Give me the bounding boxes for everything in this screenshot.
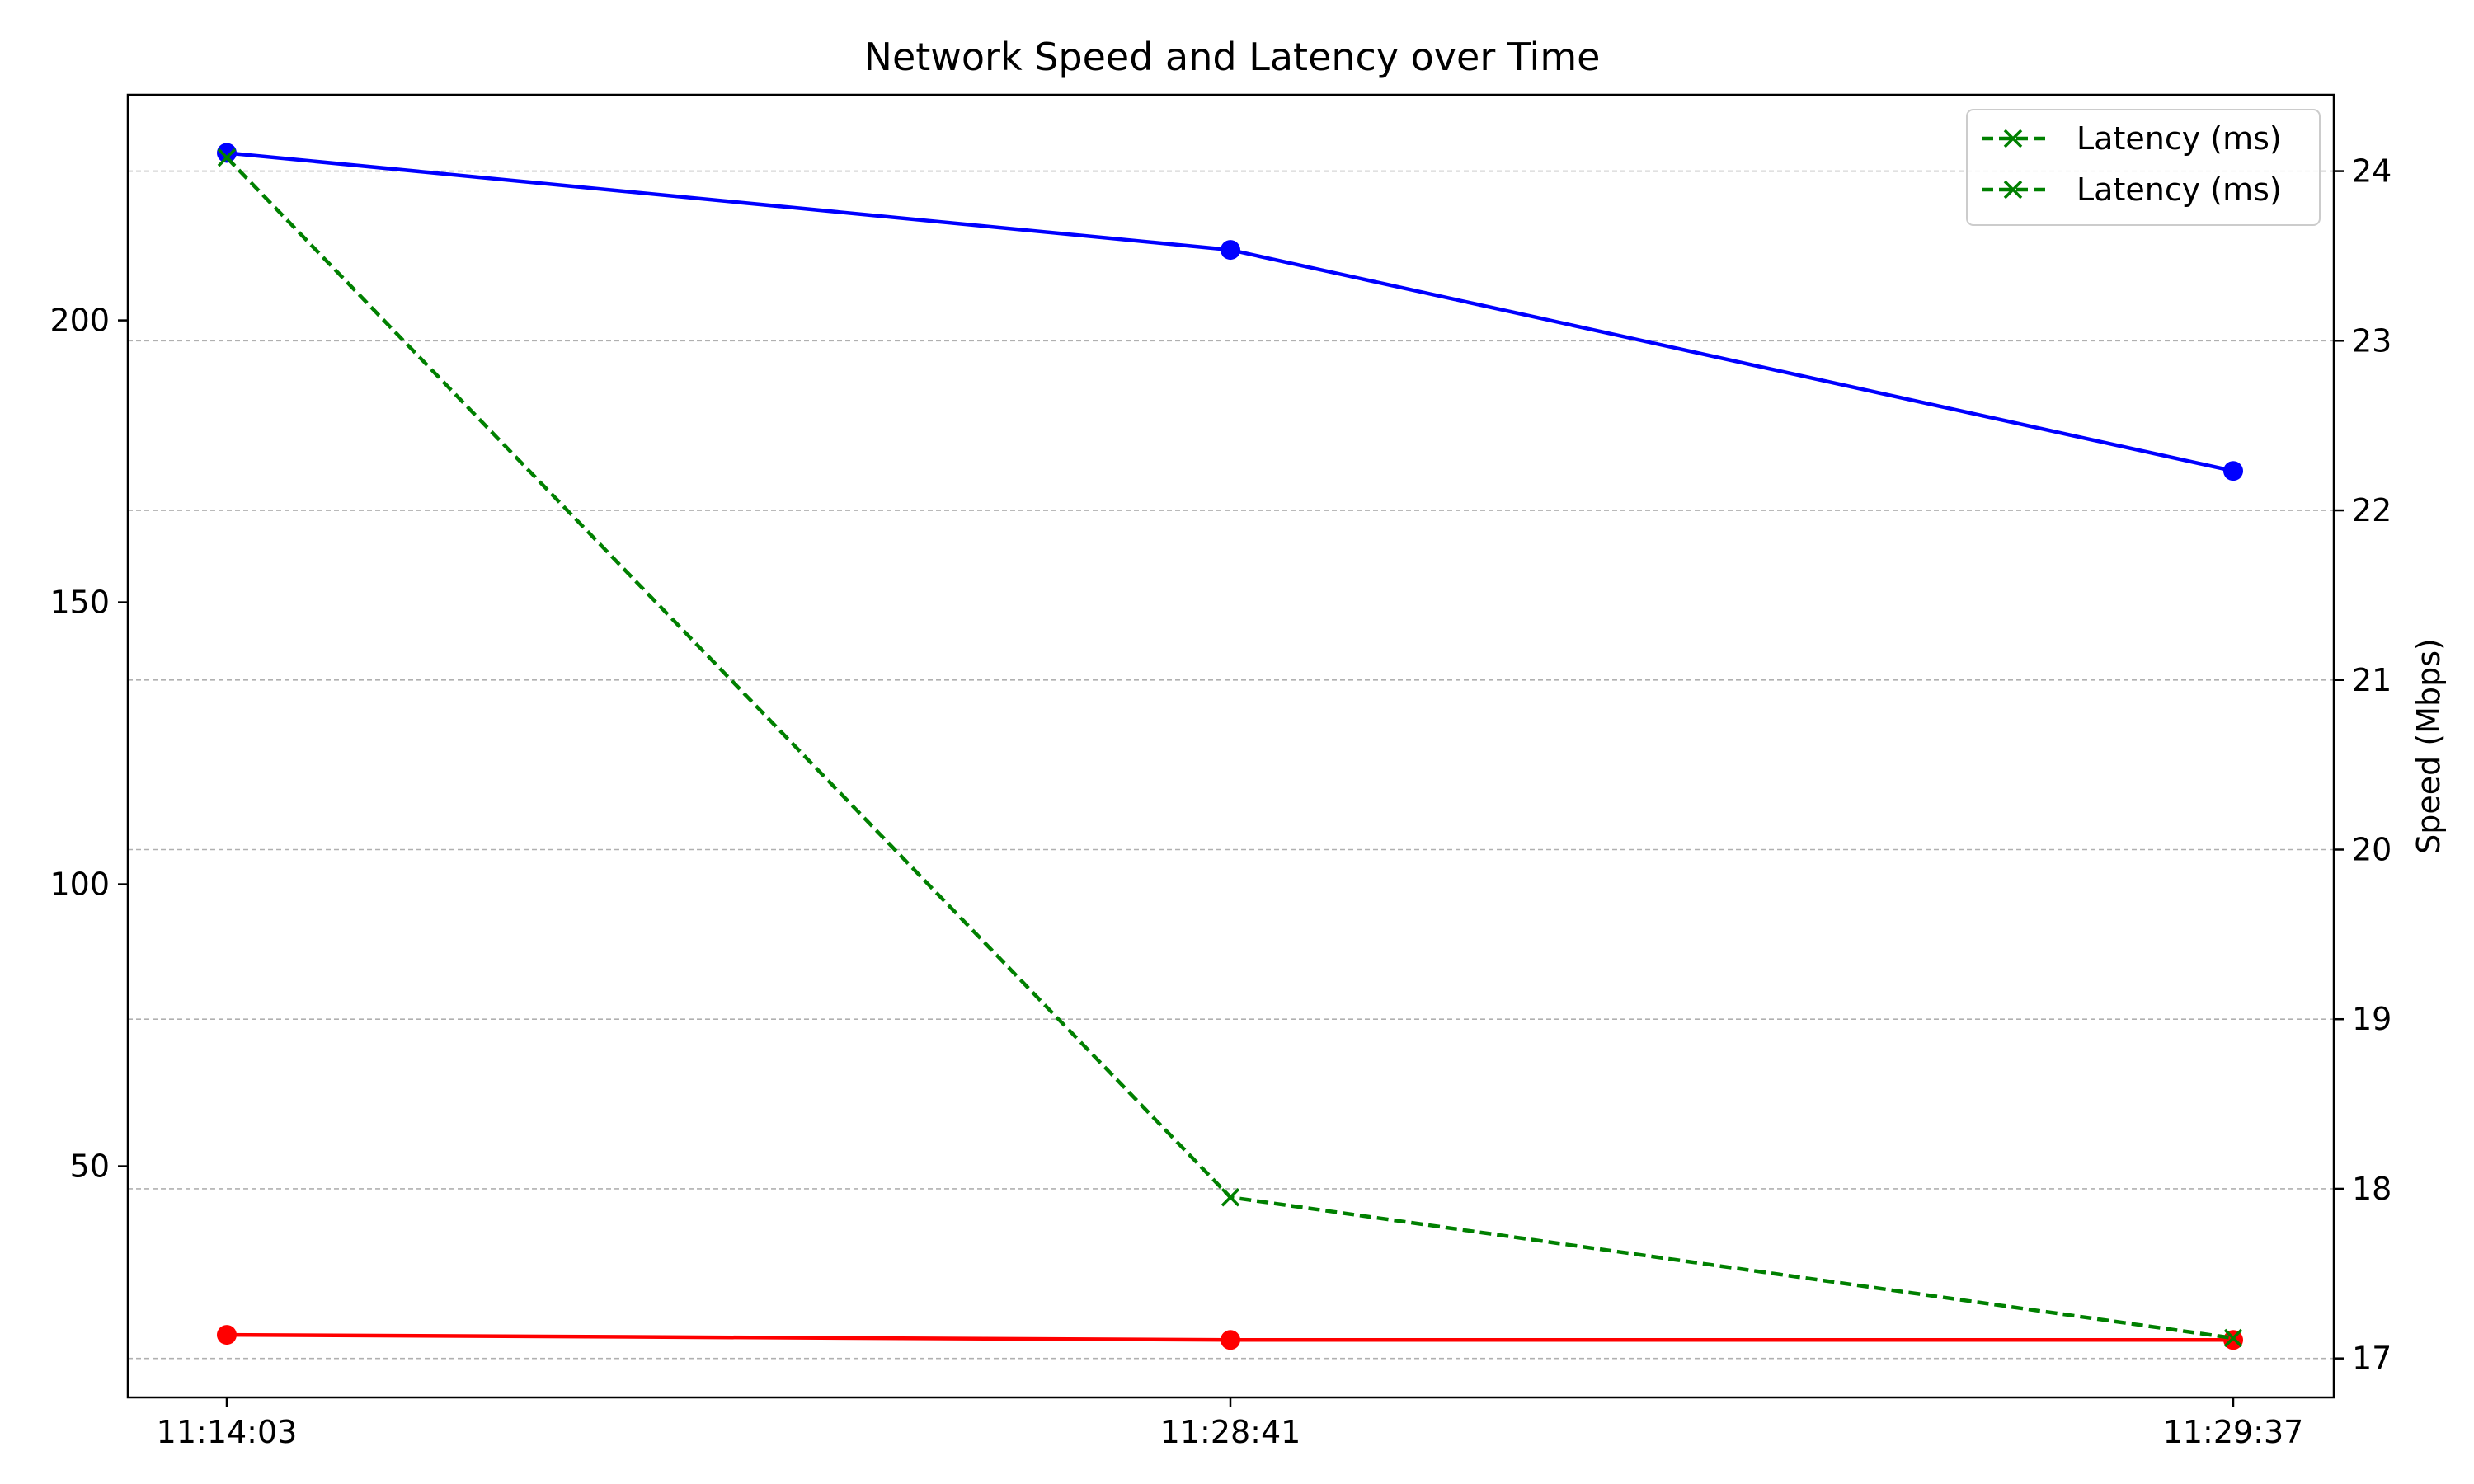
x-tick-label: 11:28:41 [1160,1414,1301,1450]
legend: Latency (ms) Latency (ms) [1966,109,2321,226]
legend-box [1966,109,2321,226]
legend-label: Latency (ms) [2077,120,2282,157]
legend-marker [2003,180,2023,200]
chart-title: Network Speed and Latency over Time [864,35,1601,79]
speed-0-line [226,151,2234,473]
series-layer [217,143,2243,1350]
left-y-tick-label: 200 [49,303,110,339]
legend-label: Latency (ms) [2077,171,2282,208]
right-y-tick-label: 18 [2352,1171,2392,1207]
grid-lines [128,170,2334,1360]
latency-line [225,156,2234,1341]
right-y-tick-label: 24 [2352,153,2392,190]
right-axis-label: Speed (Mbps) [2411,638,2447,854]
x-tick-label: 11:29:37 [2163,1414,2304,1450]
legend-marker [2003,129,2023,148]
left-y-tick-label: 50 [70,1148,110,1185]
plot-frame [126,93,2335,1399]
right-y-tick-label: 21 [2352,662,2392,698]
left-y-tick-label: 150 [49,585,110,621]
x-axis: 11:14:03 11:28:41 11:29:37 [157,1397,2304,1450]
speed-0-point [2223,461,2243,481]
right-y-tick-label: 17 [2352,1341,2392,1377]
right-y-tick-label: 22 [2352,492,2392,528]
speed-1-point [1221,1330,1240,1350]
left-y-tick-label: 100 [49,866,110,903]
latency-point [217,148,237,167]
left-y-axis: 50 100 150 200 [49,303,128,1185]
latency-point [2223,1328,2243,1348]
latency-point [1221,1188,1240,1207]
speed-1-point [217,1325,237,1345]
right-y-tick-label: 19 [2352,1001,2392,1037]
speed-0-point [217,143,237,163]
x-tick-label: 11:14:03 [157,1414,298,1450]
speed-0-point [1221,240,1240,261]
right-y-axis: 17 18 19 20 21 22 23 24 [2334,153,2392,1377]
right-y-tick-label: 20 [2352,831,2392,867]
right-y-tick-label: 23 [2352,322,2392,359]
